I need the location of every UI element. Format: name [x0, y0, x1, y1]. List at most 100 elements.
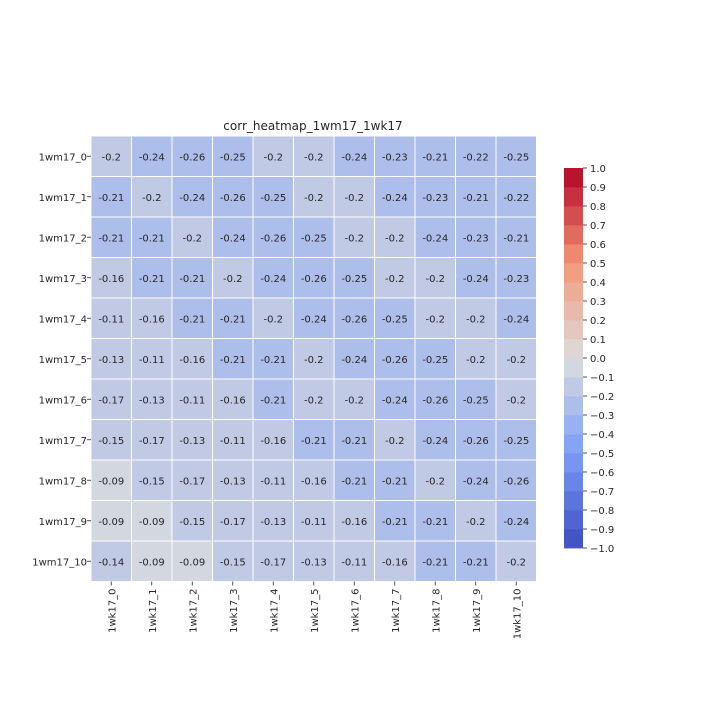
cell-value-label: -0.21 [179, 274, 205, 285]
colorbar-tick-label: 0.7 [590, 221, 606, 232]
cell-value-label: -0.09 [98, 517, 124, 528]
colorbar-tick-label: −0.4 [590, 430, 614, 441]
colorbar-bin [564, 225, 583, 245]
y-tick-label: 1wm17_5 [39, 355, 87, 366]
cell-value-label: -0.13 [139, 395, 165, 406]
heatmap-cell [374, 459, 416, 501]
cell-value-label: -0.21 [179, 314, 205, 325]
heatmap-cell-labels: -0.2 -0.24 -0.26 -0.25 -0.2 -0.2 -0.24 -0.23 -0.… [98, 152, 529, 568]
colorbar-bin [564, 472, 583, 492]
cell-value-label: -0.11 [301, 517, 327, 528]
heatmap-cell [212, 378, 254, 420]
heatmap-cell [414, 338, 456, 380]
colorbar-bin [564, 244, 583, 264]
cell-value-label: -0.17 [220, 517, 246, 528]
cell-value-label: -0.26 [382, 355, 408, 366]
heatmap-cell [374, 176, 416, 218]
heatmap-cell [495, 540, 537, 582]
heatmap-cell [495, 419, 537, 461]
heatmap-cell [212, 419, 254, 461]
y-tick-label: 1wm17_7 [39, 436, 87, 447]
cell-value-label: -0.26 [179, 152, 205, 163]
heatmap-cell [455, 378, 497, 420]
y-tick-labels: 1wm17_0 1wm17_1 1wm17_2 1wm17_3 1wm17_4 1wm17… [32, 152, 91, 568]
cell-value-label: -0.21 [422, 557, 448, 568]
y-tick-label: 1wm17_2 [39, 233, 87, 244]
colorbar-bin [564, 187, 583, 207]
cell-value-label: -0.14 [98, 557, 124, 568]
heatmap-cell [455, 419, 497, 461]
colorbar-tick-label: 0.8 [590, 202, 606, 213]
cell-value-label: -0.22 [503, 193, 529, 204]
heatmap-cell [171, 297, 213, 339]
heatmap-cell [252, 540, 294, 582]
colorbar-bin [564, 206, 583, 226]
colorbar-tick-label: 0.6 [590, 240, 606, 251]
x-tick-label: 1wk17_5 [310, 589, 321, 633]
heatmap-cell [414, 216, 456, 258]
cell-value-label: -0.2 [304, 355, 324, 366]
x-tick-label: 1wk17_1 [148, 589, 159, 633]
cell-value-label: -0.2 [425, 476, 445, 487]
heatmap-cell [333, 459, 375, 501]
heatmap-cell [293, 176, 335, 218]
cell-value-label: -0.21 [422, 152, 448, 163]
x-tick-label: 1wk17_8 [431, 589, 442, 633]
cell-value-label: -0.25 [422, 355, 448, 366]
heatmap-cell [414, 459, 456, 501]
cell-value-label: -0.21 [341, 436, 367, 447]
heatmap-cell [333, 257, 375, 299]
colorbar-bin [564, 453, 583, 473]
heatmap-cell [90, 459, 132, 501]
heatmap-cell [293, 378, 335, 420]
heatmap-cell [212, 338, 254, 380]
colorbar-tick-label: 0.9 [590, 183, 606, 194]
cell-value-label: -0.24 [382, 193, 408, 204]
colorbar-bin [564, 301, 583, 321]
heatmap-cell [90, 378, 132, 420]
cell-value-label: -0.24 [463, 476, 489, 487]
y-tick-label: 1wm17_6 [39, 395, 87, 406]
cell-value-label: -0.24 [503, 314, 529, 325]
cell-value-label: -0.2 [466, 517, 486, 528]
colorbar-tick-label: 0.4 [590, 278, 606, 289]
heatmap-cell [131, 419, 173, 461]
x-tick-label: 1wk17_10 [512, 589, 523, 640]
x-tick-label: 1wk17_6 [350, 589, 361, 633]
colorbar-bin [564, 282, 583, 302]
colorbar-bin [564, 396, 583, 416]
cell-value-label: -0.09 [139, 517, 165, 528]
heatmap-cell [495, 135, 537, 177]
heatmap-cell [333, 176, 375, 218]
cell-value-label: -0.21 [463, 557, 489, 568]
heatmap-cell [333, 419, 375, 461]
cell-value-label: -0.21 [139, 274, 165, 285]
x-tick-label: 1wk17_2 [188, 589, 199, 633]
cell-value-label: -0.26 [260, 233, 286, 244]
cell-value-label: -0.23 [422, 193, 448, 204]
cell-value-label: -0.21 [301, 436, 327, 447]
cell-value-label: -0.2 [506, 557, 526, 568]
colorbar-bin [564, 168, 583, 188]
colorbar-bin [564, 263, 583, 283]
cell-value-label: -0.2 [506, 395, 526, 406]
heatmap-cell [495, 216, 537, 258]
heatmap-cell [171, 257, 213, 299]
heatmap-cell [374, 378, 416, 420]
heatmap-cell [374, 419, 416, 461]
cell-value-label: -0.17 [139, 436, 165, 447]
cell-value-label: -0.21 [422, 517, 448, 528]
cell-value-label: -0.2 [506, 355, 526, 366]
y-tick-label: 1wm17_1 [39, 193, 87, 204]
cell-value-label: -0.2 [466, 355, 486, 366]
cell-value-label: -0.13 [220, 476, 246, 487]
cell-value-label: -0.2 [101, 152, 121, 163]
cell-value-label: -0.25 [382, 314, 408, 325]
x-tick-labels: 1wk17_0 1wk17_1 1wk17_2 1wk17_3 1wk17_4 1wk17… [107, 581, 523, 640]
cell-value-label: -0.2 [142, 193, 162, 204]
cell-value-label: -0.13 [260, 517, 286, 528]
heatmap-cell [333, 216, 375, 258]
cell-value-label: -0.17 [179, 476, 205, 487]
cell-value-label: -0.23 [503, 274, 529, 285]
cell-value-label: -0.16 [341, 517, 367, 528]
